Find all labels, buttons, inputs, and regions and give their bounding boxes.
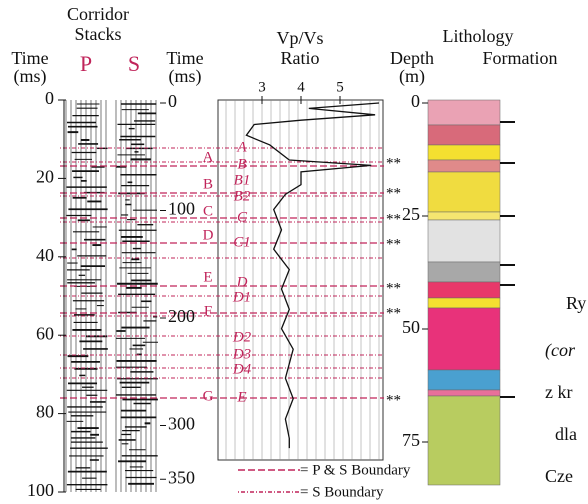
header: Time [11, 48, 48, 68]
unit-label: D4 [232, 361, 252, 377]
header: Vp/Vs [276, 28, 323, 48]
unit-label: B2 [234, 188, 251, 204]
tick-label: 3 [258, 79, 266, 95]
boundary-label: B [203, 176, 213, 192]
lithology-layer [427, 395, 501, 486]
lithology-layer [427, 99, 501, 126]
lithology-layer [427, 211, 501, 221]
header: Formation [483, 48, 558, 68]
tick-label: 5 [336, 79, 344, 95]
unit-label: A [236, 139, 247, 155]
header: S [128, 51, 140, 76]
caption-fragment: dla [555, 424, 577, 444]
tick-label: 40 [36, 245, 54, 265]
marker: ** [386, 185, 401, 201]
unit-label: D2 [232, 329, 252, 345]
tick-label: 0 [168, 91, 177, 111]
tick-label: 60 [36, 323, 54, 343]
tick-label: 75 [402, 430, 420, 450]
tick-label: 80 [36, 402, 54, 422]
unit-label: D [236, 274, 248, 290]
legend-label: = P & S Boundary [300, 462, 411, 478]
tick-label: 25 [402, 204, 420, 224]
unit-label: D1 [232, 289, 251, 305]
marker: ** [386, 236, 401, 252]
marker: ** [386, 155, 401, 171]
unit-label: C [237, 209, 248, 225]
tick-label: 0 [45, 88, 54, 108]
tick-label: 200 [168, 306, 195, 326]
header: Ratio [281, 48, 320, 68]
caption-fragment: (cor [545, 340, 576, 361]
header: Depth [390, 48, 434, 68]
header: (ms) [14, 66, 47, 87]
header: (m) [399, 66, 425, 87]
lithology-layer [427, 389, 501, 397]
marker: ** [386, 392, 401, 408]
header: Time [166, 48, 203, 68]
caption-fragment: z kr [545, 382, 572, 402]
boundary-label: F [204, 303, 212, 319]
tick-label: 100 [27, 480, 54, 500]
boundary-label: D [203, 227, 214, 243]
header: P [80, 51, 92, 76]
tick-label: 50 [402, 317, 420, 337]
boundary-label: E [203, 269, 212, 285]
lithology-layer [427, 281, 501, 299]
lithology-layer [427, 219, 501, 263]
header: Lithology [443, 26, 514, 46]
tick-label: 20 [36, 167, 54, 187]
header: Corridor [67, 4, 129, 24]
caption-fragment: Cze [545, 466, 573, 486]
marker: ** [386, 211, 401, 227]
lithology-layer [427, 307, 501, 371]
marker: ** [386, 280, 401, 296]
tick-label: 350 [168, 467, 195, 487]
boundary-label: G [203, 388, 214, 404]
lithology-layer [427, 369, 501, 391]
header: (ms) [169, 66, 202, 87]
tick-label: 100 [168, 199, 195, 219]
caption-fragment: Ry [566, 293, 586, 313]
unit-label: B [237, 156, 246, 172]
unit-label: C1 [233, 234, 251, 250]
vpvs-curve [245, 102, 380, 449]
tick-label: 300 [168, 414, 195, 434]
marker: ** [386, 305, 401, 321]
tick-label: 4 [297, 79, 305, 95]
lithology-layer [427, 124, 501, 146]
lithology-layer [427, 144, 501, 161]
unit-label: B1 [234, 172, 251, 188]
header: Stacks [75, 24, 122, 44]
boundary-label: A [203, 149, 214, 165]
tick-label: 0 [411, 91, 420, 111]
lithology-layer [427, 261, 501, 283]
legend-label: = S Boundary [300, 484, 384, 500]
unit-label: D3 [232, 346, 251, 362]
boundary-label: C [203, 203, 213, 219]
unit-label: E [236, 389, 246, 405]
lithology-layer [427, 159, 501, 173]
lithology-layer [427, 297, 501, 309]
lithology-layer [427, 171, 501, 213]
